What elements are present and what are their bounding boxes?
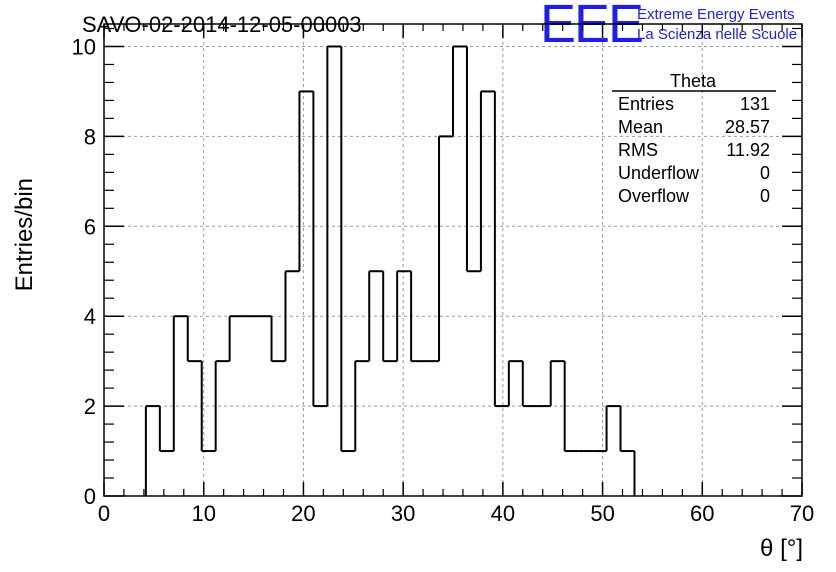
y-tick-label: 10 xyxy=(72,34,96,59)
stats-name: Theta xyxy=(670,71,717,91)
stats-box: Theta Entries 131 Mean 28.57 RMS 11.92 U… xyxy=(612,71,776,206)
plot-frame xyxy=(103,23,803,497)
stats-entries-label: Entries xyxy=(618,94,674,114)
stats-mean-label: Mean xyxy=(618,117,663,137)
y-tick-label: 2 xyxy=(84,394,96,419)
stats-entries-value: 131 xyxy=(740,94,770,114)
eee-logo-mark: EEE xyxy=(540,0,642,54)
x-tick-label: 70 xyxy=(790,501,814,526)
axis-ticks xyxy=(103,24,803,497)
stats-overflow-value: 0 xyxy=(760,186,770,206)
logo-line-1: Extreme Energy Events xyxy=(637,6,795,23)
y-tick-label: 0 xyxy=(84,484,96,509)
x-tick-label: 60 xyxy=(690,501,714,526)
stats-overflow-label: Overflow xyxy=(618,186,690,206)
logo-line-2: La Scienza nelle Scuole xyxy=(637,26,797,43)
x-tick-label: 40 xyxy=(491,501,515,526)
y-tick-label: 8 xyxy=(84,124,96,149)
y-tick-label: 6 xyxy=(84,214,96,239)
stats-mean-value: 28.57 xyxy=(725,117,770,137)
x-tick-label: 50 xyxy=(590,501,614,526)
x-axis-label: θ [°] xyxy=(760,535,803,562)
eee-logo: EEE Extreme Energy Events La Scienza nel… xyxy=(540,0,797,54)
x-tick-label: 20 xyxy=(291,501,315,526)
histogram-bins xyxy=(144,45,636,496)
y-axis-label: Entries/bin xyxy=(11,178,38,291)
stats-rms-label: RMS xyxy=(618,140,658,160)
x-tick-label: 10 xyxy=(191,501,215,526)
y-tick-label: 4 xyxy=(84,304,96,329)
tick-labels: 0 10 20 30 40 50 60 70 0 2 4 6 8 10 xyxy=(72,34,815,526)
stats-underflow-label: Underflow xyxy=(618,163,700,183)
x-tick-label: 0 xyxy=(98,501,110,526)
stats-rms-value: 11.92 xyxy=(726,140,770,160)
stats-underflow-value: 0 xyxy=(760,163,770,183)
x-tick-label: 30 xyxy=(391,501,415,526)
